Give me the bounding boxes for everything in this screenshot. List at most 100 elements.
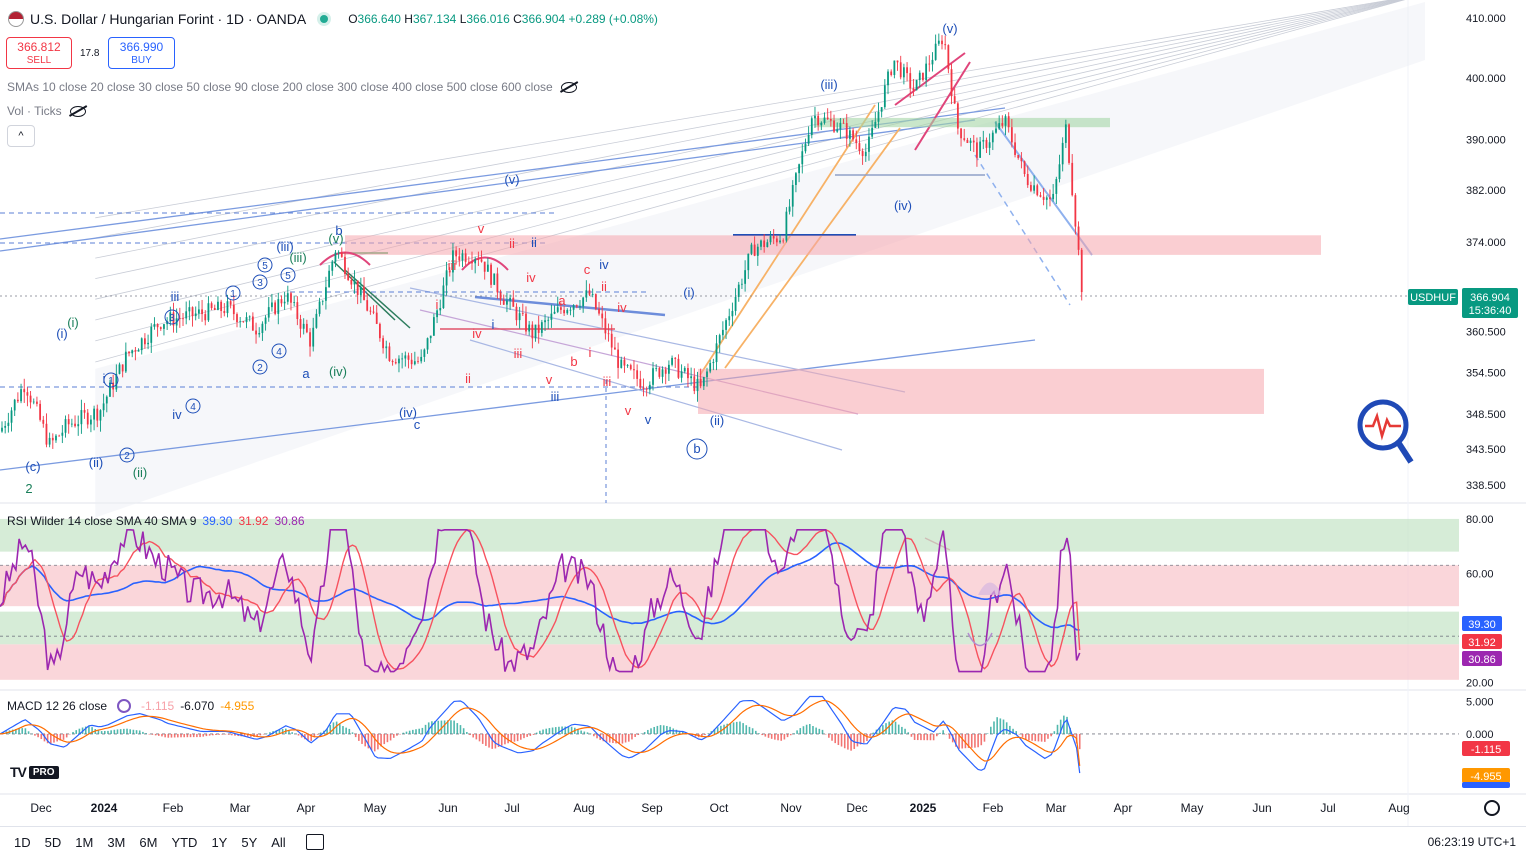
range-5d[interactable]: 5D (44, 834, 62, 850)
range-6m[interactable]: 6M (139, 834, 158, 850)
circled-wave-marker (119, 447, 135, 463)
time-tick-label: Oct (710, 801, 729, 815)
macd-histogram-bar (637, 733, 640, 736)
macd-histogram-bar (802, 726, 805, 734)
range-3m[interactable]: 3M (107, 834, 126, 850)
macd-histogram-bar (526, 733, 528, 737)
candle-body (845, 123, 848, 139)
sma-legend[interactable]: SMAs 10 close 20 close 30 close 50 close… (7, 80, 577, 94)
candle-body (347, 274, 350, 281)
rsi-legend[interactable]: RSI Wilder 14 close SMA 40 SMA 9 39.30 3… (7, 514, 305, 528)
candle-body (245, 317, 248, 323)
symbol-title[interactable]: U.S. Dollar / Hungarian Forint · 1D · OA… (30, 11, 307, 27)
macd-histogram-bar (1009, 725, 1011, 734)
macd-histogram-bar (510, 733, 513, 743)
macd-histogram-bar (142, 731, 144, 734)
sell-button[interactable]: 366.812 SELL (6, 37, 72, 69)
range-all[interactable]: All (271, 834, 286, 850)
collapse-legend-button[interactable]: ^ (7, 125, 35, 147)
wave-label: a (558, 293, 566, 308)
macd-histogram-bar (304, 733, 306, 740)
candle-body (791, 184, 794, 207)
macd-histogram-bar (161, 733, 163, 737)
candle-body (80, 410, 83, 425)
candle-body (109, 382, 111, 397)
wave-label: a (302, 366, 310, 381)
macd-histogram-bar (132, 729, 135, 734)
clock[interactable]: 06:23:19 UTC+1 (1427, 835, 1516, 849)
candle-body (124, 351, 127, 372)
candle-body (461, 253, 464, 261)
macd-histogram-bar (405, 731, 408, 734)
time-tick-label: Aug (1388, 801, 1409, 815)
circled-wave-label: 2 (124, 451, 130, 462)
macd-histogram-bar (815, 727, 817, 734)
settings-icon[interactable] (1484, 800, 1500, 816)
candle-body (210, 303, 213, 309)
hidden-eye-icon[interactable] (69, 105, 86, 117)
time-tick-label: Jun (1252, 801, 1271, 815)
macd-histogram-bar (767, 733, 770, 738)
candle-body (969, 140, 972, 143)
macd-histogram-bar (1012, 728, 1014, 734)
wave-label: iv (172, 407, 182, 422)
range-1m[interactable]: 1M (75, 834, 94, 850)
buy-button[interactable]: 366.990 BUY (108, 37, 175, 69)
candle-body (553, 311, 556, 314)
macd-legend[interactable]: MACD 12 26 close -1.115 -6.070 -4.955 (7, 699, 254, 713)
candle-body (1007, 116, 1010, 128)
macd-histogram-bar (370, 733, 373, 751)
macd-histogram-bar (21, 728, 24, 734)
candle-body (512, 297, 515, 307)
macd-histogram-bar (300, 733, 303, 738)
macd-histogram-bar (621, 733, 624, 744)
range-1y[interactable]: 1Y (211, 834, 228, 850)
candle-body (115, 373, 118, 390)
candle-body (188, 307, 191, 312)
tradingview-logo[interactable]: TV PRO (10, 764, 59, 780)
candle-body (267, 307, 270, 318)
calendar-icon[interactable] (305, 834, 324, 850)
macd-histogram-bar (342, 726, 344, 734)
candle-body (309, 332, 311, 347)
candle-body (922, 72, 924, 81)
macd-histogram-bar (783, 733, 786, 740)
candle-body (105, 396, 108, 404)
range-5y[interactable]: 5Y (241, 834, 258, 850)
circled-wave-marker (252, 274, 268, 290)
macd-histogram-bar (939, 732, 941, 734)
candle-body (633, 369, 635, 371)
candle-body (925, 63, 928, 81)
price-tick-label: 348.500 (1466, 409, 1506, 421)
range-ytd[interactable]: YTD (171, 834, 198, 850)
macd-histogram-bar (215, 733, 217, 736)
candle-body (147, 342, 149, 345)
wave-label: (iii) (276, 239, 293, 254)
hidden-eye-icon[interactable] (560, 81, 577, 93)
macd-histogram-bar (834, 733, 837, 744)
macd-histogram-bar (424, 724, 427, 734)
volume-legend[interactable]: Vol · Ticks (7, 104, 86, 118)
macd-histogram-bar (294, 733, 297, 734)
candle-body (315, 313, 318, 328)
candle-body (645, 388, 648, 390)
macd-histogram-bar (1037, 733, 1040, 742)
candle-body (569, 309, 572, 311)
macd-histogram-bar (745, 725, 748, 734)
refresh-icon[interactable] (117, 699, 132, 713)
candle-body (1064, 124, 1067, 143)
macd-histogram-bar (338, 724, 341, 734)
macd-histogram-bar (211, 733, 214, 736)
range-1d[interactable]: 1D (14, 834, 31, 850)
candle-body (417, 361, 419, 363)
macd-histogram-bar (1047, 733, 1049, 739)
macd-histogram-bar (472, 733, 474, 738)
circled-wave-label: 4 (276, 347, 282, 358)
macd-histogram-bar (904, 728, 906, 734)
candle-body (579, 306, 581, 308)
candle-body (976, 142, 978, 158)
macd-histogram-bar (485, 733, 487, 746)
trendline (974, 154, 1071, 306)
candle-body (45, 423, 48, 445)
